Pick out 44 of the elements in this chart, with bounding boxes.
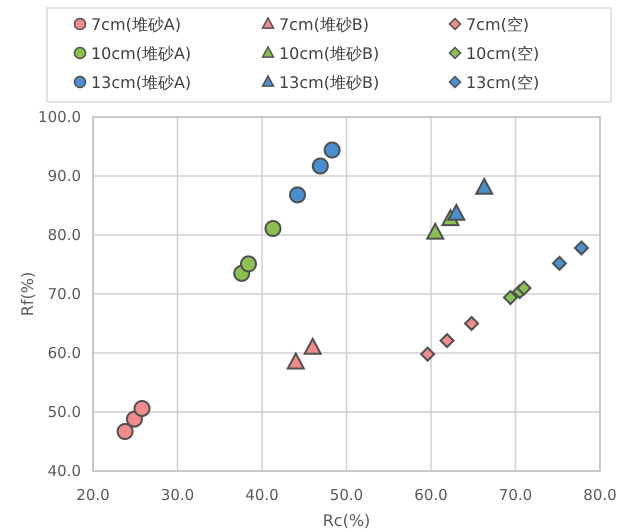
y-tick-label: 100.0 (38, 108, 81, 126)
point (426, 222, 444, 240)
point (516, 280, 532, 296)
point (312, 157, 329, 174)
x-tick-label: 80.0 (583, 486, 617, 504)
legend-label: 7cm(堆砂A) (91, 15, 181, 34)
point (134, 400, 151, 417)
legend-label: 7cm(空) (466, 15, 530, 34)
y-tick-label: 50.0 (48, 403, 81, 421)
point (264, 220, 282, 238)
point (286, 352, 305, 370)
legend-label: 10cm(空) (466, 44, 540, 63)
x-tick-label: 40.0 (245, 486, 279, 504)
y-axis-title: Rf(%) (18, 272, 37, 316)
y-tick-label: 60.0 (48, 344, 81, 362)
point (475, 178, 494, 195)
legend-label: 10cm(堆砂B) (279, 44, 380, 63)
x-tick-label: 70.0 (498, 486, 532, 504)
x-tick-label: 30.0 (160, 486, 194, 504)
point (552, 256, 567, 271)
point (324, 142, 341, 159)
point (447, 204, 466, 221)
legend-label: 13cm(空) (466, 73, 540, 92)
point (464, 316, 480, 331)
legend-label: 13cm(堆砂B) (279, 73, 380, 92)
point (288, 186, 306, 204)
y-tick-label: 80.0 (48, 226, 81, 244)
x-axis-title: Rc(%) (322, 511, 370, 530)
point (240, 255, 257, 272)
point (574, 240, 589, 256)
legend-label: 10cm(堆砂A) (91, 44, 192, 63)
y-tick-label: 70.0 (48, 285, 81, 303)
legend-label: 13cm(堆砂A) (91, 73, 192, 92)
y-tick-label: 90.0 (48, 167, 81, 185)
point (420, 346, 436, 362)
point (304, 338, 322, 355)
point (502, 290, 518, 306)
y-tick-label: 40.0 (48, 462, 81, 480)
legend-label: 7cm(堆砂B) (279, 15, 370, 34)
x-tick-label: 20.0 (76, 486, 110, 504)
point (116, 422, 134, 440)
x-tick-label: 50.0 (330, 486, 364, 504)
x-tick-label: 60.0 (414, 486, 448, 504)
point (440, 333, 455, 348)
